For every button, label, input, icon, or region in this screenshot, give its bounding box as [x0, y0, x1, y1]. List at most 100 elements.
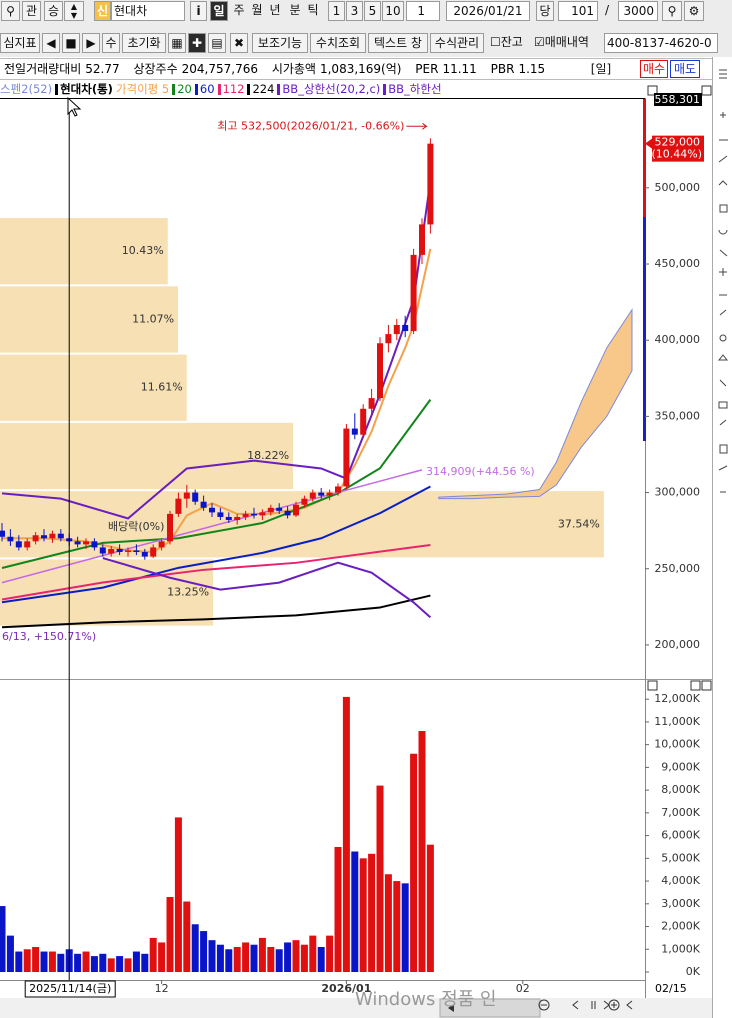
volume-bar — [174, 817, 182, 972]
button[interactable]: 초기화 — [122, 33, 166, 53]
stock-input[interactable]: 현대차 — [111, 1, 185, 21]
ma-line — [102, 557, 432, 619]
ma-line — [1, 399, 432, 569]
nav-button[interactable]: ◀ — [42, 33, 60, 53]
crosshair-box — [24, 980, 116, 998]
y-tick-label: 7,000K — [661, 806, 700, 819]
tool-button[interactable]: ▦ — [168, 33, 186, 53]
buy-button[interactable]: 매수 — [640, 60, 668, 78]
info-label: PBR — [490, 62, 515, 76]
candle-body — [0, 530, 6, 537]
info-label: PER — [415, 62, 439, 76]
cloud — [438, 308, 633, 500]
period-button[interactable]: 주 — [233, 3, 245, 17]
period-button[interactable]: 분 — [289, 3, 301, 17]
candle-body — [301, 498, 308, 505]
last-price-pointer — [645, 138, 652, 149]
volume-bar — [216, 944, 224, 972]
volume-bar — [292, 940, 300, 972]
pane-button[interactable] — [701, 680, 712, 691]
volume-bar — [300, 944, 308, 972]
candle-body — [125, 550, 132, 552]
volume-bar — [284, 942, 292, 972]
price-plot: 13.25% 37.54% 18.22% 11.61% 11.07% 10.43% 배당락(… — [0, 138, 633, 643]
volume-bar — [208, 940, 216, 972]
y-tick-label: 5,000K — [661, 851, 700, 864]
button[interactable]: 보조기능 — [252, 33, 308, 53]
settings-button[interactable]: ⚙ — [684, 1, 704, 21]
tool-button[interactable]: ▤ — [208, 33, 226, 53]
volume-bar — [74, 953, 82, 972]
y-tick-label: 500,000 — [655, 181, 701, 194]
y-tick-label: 450,000 — [655, 257, 701, 270]
nav-button[interactable]: ■ — [62, 33, 80, 53]
period-button[interactable]: 일 — [210, 1, 228, 21]
volume-bar — [90, 956, 98, 972]
interval-button[interactable]: 10 — [382, 1, 404, 21]
legend-item: 20 — [177, 82, 192, 96]
checkbox[interactable]: ☑매매내역 — [534, 35, 589, 49]
trend-line — [1, 469, 423, 584]
candle-body — [318, 492, 325, 496]
interval-button[interactable]: 5 — [364, 1, 381, 21]
sidebar-icons — [717, 69, 729, 493]
candle-body — [334, 486, 341, 493]
interval-select[interactable]: 1 — [406, 1, 440, 21]
candle-body — [91, 541, 98, 548]
nav-button[interactable]: ▶ — [82, 33, 100, 53]
button[interactable]: 수 — [102, 33, 120, 53]
volume-bar — [149, 937, 157, 972]
period-label: [일] — [590, 62, 612, 76]
interval-button[interactable]: 3 — [346, 1, 363, 21]
account-select[interactable]: 400-8137-4620-0 — [604, 33, 718, 53]
scroll-arrow[interactable] — [448, 1004, 454, 1012]
zoom-controls[interactable] — [538, 999, 633, 1011]
candle-body — [259, 512, 266, 516]
info-value: 1.15 — [518, 62, 546, 76]
button[interactable]: 당 — [536, 1, 554, 21]
period-button[interactable]: 년 — [269, 3, 281, 17]
button[interactable]: 관 — [22, 1, 41, 21]
button[interactable]: 텍스트 창 — [368, 33, 428, 53]
volume-bar — [242, 942, 250, 972]
sell-button[interactable]: 매도 — [670, 60, 700, 78]
candle-body — [15, 541, 22, 548]
pane-button[interactable] — [690, 680, 701, 691]
pane-button[interactable] — [647, 85, 658, 96]
period-button[interactable]: 틱 — [307, 3, 319, 17]
profile-bar — [0, 422, 294, 490]
info-button[interactable]: i — [190, 1, 207, 21]
tool-button[interactable]: ✖ — [230, 33, 248, 53]
count-input[interactable]: 101 — [558, 1, 598, 21]
profile-bar — [0, 354, 187, 421]
y-tick-label: 12,000K — [654, 692, 700, 705]
button[interactable]: 수식관리 — [430, 33, 484, 53]
interval-button[interactable]: 1 — [328, 1, 345, 21]
volume-bar — [342, 696, 350, 972]
tool-button[interactable]: ✚ — [188, 33, 206, 53]
y-tick-label: 11,000K — [654, 715, 700, 728]
info-value: 204,757,766 — [181, 62, 258, 76]
button[interactable]: 심지표 — [0, 33, 40, 53]
legend-item: 현대차(통) — [60, 82, 113, 96]
top-label-box — [654, 93, 702, 106]
volume-bar — [183, 901, 191, 972]
pane-button[interactable] — [647, 680, 658, 691]
zoom-button[interactable]: ⚲ — [662, 1, 682, 21]
volume-bar — [99, 953, 107, 972]
period-button[interactable]: 월 — [251, 3, 263, 17]
volume-bar — [334, 846, 342, 972]
y-tick-label: 10,000K — [654, 738, 700, 751]
date-input[interactable]: 2026/01/21 — [446, 1, 530, 21]
button[interactable]: 승 — [44, 1, 63, 21]
checkbox[interactable]: ☐잔고 — [490, 35, 523, 49]
total-input[interactable]: 3000 — [618, 1, 658, 21]
spinner[interactable]: ▲ ▼ — [64, 1, 84, 21]
candle-body — [234, 516, 241, 520]
legend-swatch — [247, 84, 251, 95]
volume-bar — [401, 883, 409, 972]
button[interactable]: 수치조회 — [310, 33, 366, 53]
checkbox-label: 매매내역 — [544, 35, 589, 49]
pane-button[interactable] — [701, 85, 712, 96]
search-button[interactable]: ⚲ — [1, 1, 20, 21]
